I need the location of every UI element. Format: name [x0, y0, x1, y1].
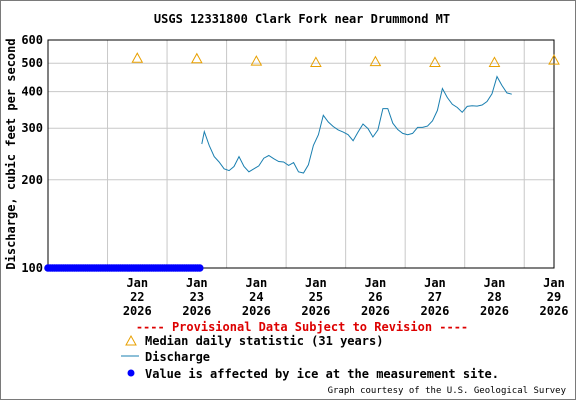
provisional-note: ---- Provisional Data Subject to Revisio… — [136, 320, 468, 334]
x-tick-label: Jan — [246, 276, 268, 290]
x-tick-label: Jan — [484, 276, 506, 290]
y-tick-label: 500 — [21, 56, 43, 70]
x-tick-label: 24 — [249, 290, 263, 304]
x-tick-label: Jan — [305, 276, 327, 290]
x-tick-label: 2026 — [420, 304, 449, 318]
median-point — [131, 52, 144, 63]
x-tick-label: 2026 — [361, 304, 390, 318]
x-tick-label: 25 — [309, 290, 323, 304]
x-tick-label: Jan — [126, 276, 148, 290]
median-point — [369, 55, 382, 67]
x-tick-label: 22 — [130, 290, 144, 304]
x-tick-label: 28 — [487, 290, 501, 304]
ice-point — [196, 264, 204, 272]
y-tick-label: 300 — [21, 121, 43, 135]
x-tick-labels: Jan222026Jan232026Jan242026Jan252026Jan2… — [123, 276, 569, 318]
median-markers — [131, 52, 560, 67]
x-tick-label: 27 — [428, 290, 442, 304]
plot-area — [47, 39, 555, 269]
y-tick-label: 400 — [21, 85, 43, 99]
legend-ice-label: Value is affected by ice at the measurem… — [145, 367, 499, 381]
median-point — [429, 56, 441, 67]
plot-border — [47, 39, 555, 269]
y-tick-label: 200 — [21, 173, 43, 187]
y-tick-label: 100 — [21, 261, 43, 275]
y-axis-label: Discharge, cubic feet per second — [4, 38, 18, 269]
x-tick-label: 2026 — [242, 304, 271, 318]
y-tick-labels: 100 200 300 400 500 600 — [21, 33, 43, 275]
median-point — [250, 55, 263, 66]
discharge-line — [201, 75, 512, 174]
x-tick-label: 2026 — [540, 304, 569, 318]
legend: Median daily statistic (31 years) Discha… — [121, 334, 499, 381]
credit-text: Graph courtesy of the U.S. Geological Su… — [328, 386, 567, 396]
x-tick-label: 29 — [547, 290, 561, 304]
x-tick-label: 2026 — [480, 304, 509, 318]
x-tick-label: 2026 — [123, 304, 152, 318]
legend-discharge-label: Discharge — [145, 350, 210, 364]
x-tick-label: 26 — [368, 290, 382, 304]
x-tick-label: 2026 — [182, 304, 211, 318]
x-tick-label: Jan — [186, 276, 208, 290]
y-tick-label: 600 — [21, 33, 43, 47]
median-point — [548, 54, 560, 65]
chart-title: USGS 12331800 Clark Fork near Drummond M… — [154, 12, 450, 26]
legend-median-label: Median daily statistic (31 years) — [145, 334, 383, 348]
discharge-series — [201, 75, 512, 174]
x-tick-label: 2026 — [301, 304, 330, 318]
legend-dot-icon — [127, 369, 135, 377]
x-tick-label: Jan — [365, 276, 387, 290]
median-point — [488, 56, 501, 67]
median-point — [310, 56, 322, 67]
x-tick-label: Jan — [424, 276, 446, 290]
x-tick-label: 23 — [190, 290, 204, 304]
gridlines — [48, 39, 554, 269]
median-point — [190, 52, 203, 64]
ice-affected-markers — [44, 264, 204, 272]
x-tick-label: Jan — [543, 276, 565, 290]
legend-triangle-icon — [125, 334, 137, 346]
